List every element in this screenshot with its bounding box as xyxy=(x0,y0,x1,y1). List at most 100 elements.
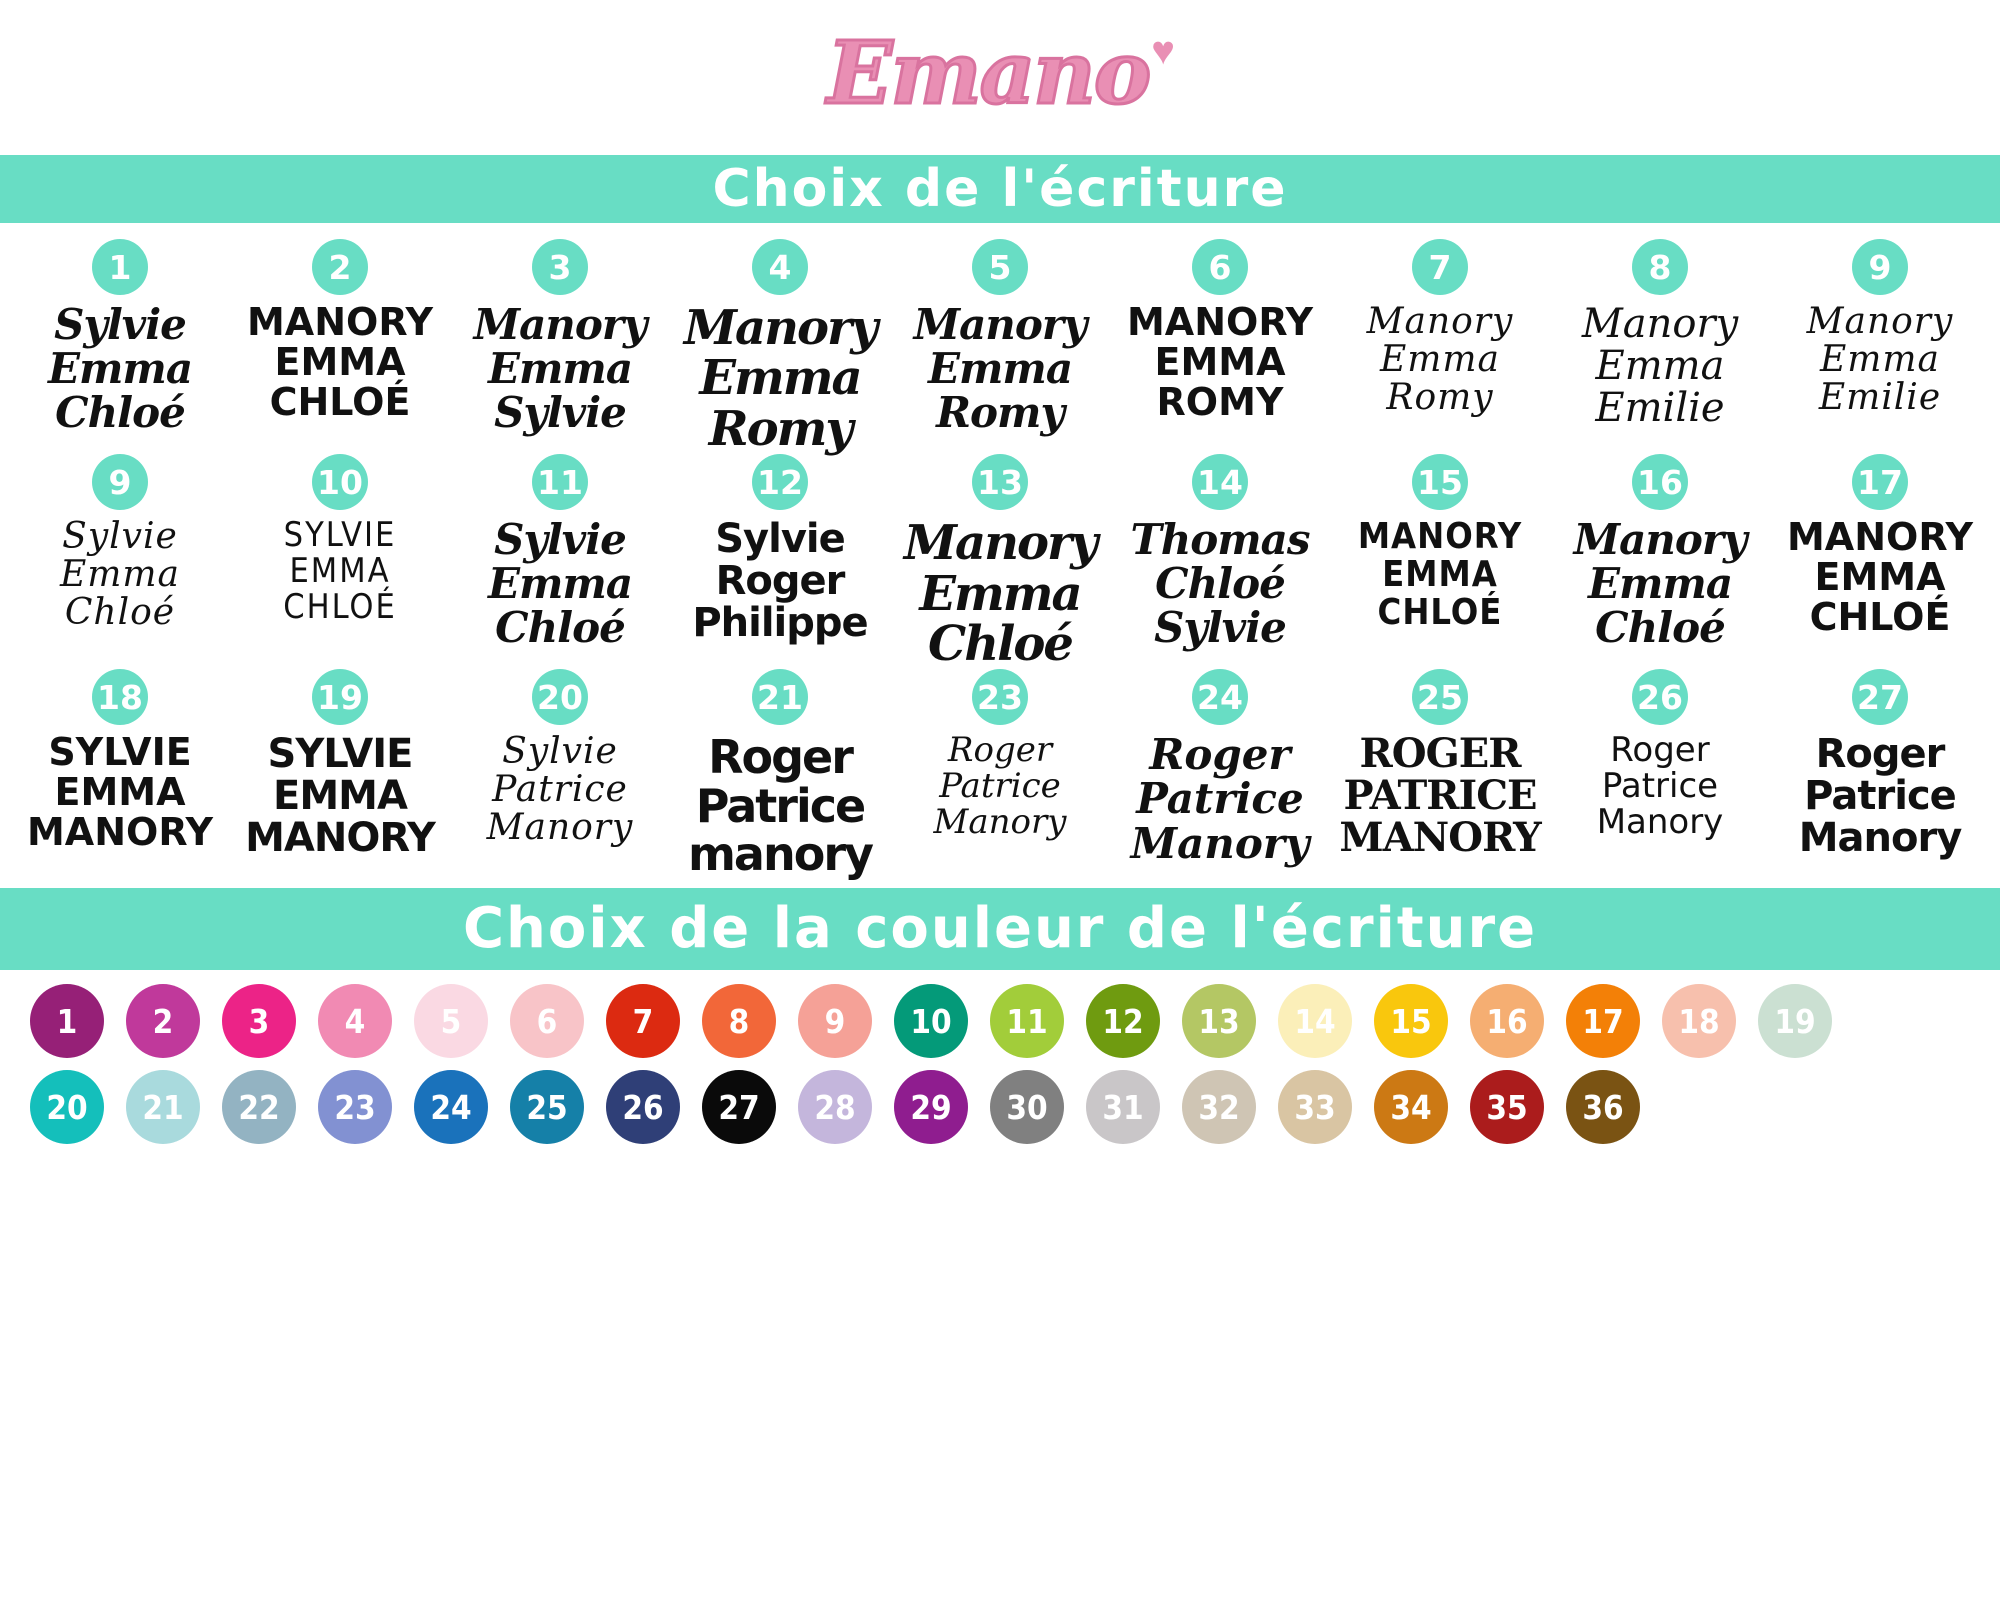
color-swatch-8[interactable]: 8 xyxy=(702,984,776,1059)
font-option-13[interactable]: 13 Manory Emma Chloé xyxy=(890,454,1110,669)
font-option-15[interactable]: 15 MANORY EMMA CHLOÉ xyxy=(1330,454,1550,631)
font-option-25[interactable]: 25 ROGER PATRICE MANORY xyxy=(1330,669,1550,859)
color-swatch-24[interactable]: 24 xyxy=(414,1070,488,1145)
color-swatch-6[interactable]: 6 xyxy=(510,984,584,1059)
font-option-21[interactable]: 21 Roger Patrice manory xyxy=(670,669,890,878)
font-preview-line: Sylvie xyxy=(1154,603,1287,653)
font-option-16[interactable]: 16 Manory Emma Chloé xyxy=(1550,454,1770,650)
font-preview-line: Roger xyxy=(1149,730,1291,780)
color-swatch-1[interactable]: 1 xyxy=(30,984,104,1059)
font-option-preview: Sylvie Roger Philippe xyxy=(692,518,868,644)
color-swatch-27[interactable]: 27 xyxy=(702,1070,776,1145)
font-option-number-badge: 9 xyxy=(92,454,148,511)
font-option-preview: Sylvie Patrice Manory xyxy=(487,733,634,846)
color-swatch-13[interactable]: 13 xyxy=(1182,984,1256,1059)
color-swatch-16[interactable]: 16 xyxy=(1470,984,1544,1059)
font-preview-line: Roger xyxy=(947,730,1053,771)
font-preview-line: Sylvie xyxy=(494,388,627,438)
font-preview-line: Manory xyxy=(473,300,648,349)
font-option-number-badge: 12 xyxy=(752,454,808,511)
font-option-preview: MANORY EMMA CHLOÉ xyxy=(1787,517,1973,638)
font-option-4[interactable]: 4 Manory Emma Romy xyxy=(670,239,890,454)
color-swatch-20[interactable]: 20 xyxy=(30,1070,104,1145)
color-swatch-5[interactable]: 5 xyxy=(414,984,488,1059)
color-swatch-29[interactable]: 29 xyxy=(894,1070,968,1145)
color-swatch-9[interactable]: 9 xyxy=(798,984,872,1059)
color-swatch-4[interactable]: 4 xyxy=(318,984,392,1059)
color-swatch-21[interactable]: 21 xyxy=(126,1070,200,1145)
font-option-12[interactable]: 12 Sylvie Roger Philippe xyxy=(670,454,890,644)
font-option-preview: Roger Patrice Manory xyxy=(1798,731,1963,862)
font-preview-line: Sylvie xyxy=(62,516,178,558)
font-preview-line: Patrice xyxy=(939,766,1061,807)
font-preview-line: EMMA xyxy=(273,773,408,820)
color-swatch-32[interactable]: 32 xyxy=(1182,1070,1256,1145)
font-preview-line: Emilie xyxy=(1818,376,1942,418)
color-swatch-18[interactable]: 18 xyxy=(1662,984,1736,1059)
color-swatch-14[interactable]: 14 xyxy=(1278,984,1352,1059)
color-swatch-12[interactable]: 12 xyxy=(1086,984,1160,1059)
font-option-preview: Sylvie Emma Chloé xyxy=(48,302,193,438)
color-swatch-31[interactable]: 31 xyxy=(1086,1070,1160,1145)
font-option-23[interactable]: 23 Roger Patrice Manory xyxy=(890,669,1110,840)
color-swatch-2[interactable]: 2 xyxy=(126,984,200,1059)
heart-icon: ♥ xyxy=(1151,29,1175,73)
font-option-6[interactable]: 6 MANORY EMMA ROMY xyxy=(1110,239,1330,423)
font-option-preview: MANORY EMMA ROMY xyxy=(1127,302,1313,423)
color-swatch-33[interactable]: 33 xyxy=(1278,1070,1352,1145)
font-option-26[interactable]: 26 Roger Patrice Manory xyxy=(1550,669,1770,840)
font-option-27[interactable]: 27 Roger Patrice Manory xyxy=(1770,669,1990,859)
color-swatch-34[interactable]: 34 xyxy=(1374,1070,1448,1145)
font-preview-line: Roger xyxy=(715,558,846,605)
color-swatch-36[interactable]: 36 xyxy=(1566,1070,1640,1145)
font-preview-line: Emma xyxy=(1595,343,1725,389)
font-preview-line: Roger xyxy=(1815,731,1946,778)
font-option-number-badge: 13 xyxy=(972,454,1028,511)
font-preview-line: Manory xyxy=(1573,515,1748,565)
font-preview-line: Manory xyxy=(1798,815,1963,862)
font-option-17[interactable]: 17 MANORY EMMA CHLOÉ xyxy=(1770,454,1990,638)
font-option-9[interactable]: 9 Sylvie Emma Chloé xyxy=(10,454,230,631)
font-option-8[interactable]: 8 Manory Emma Emilie xyxy=(1550,239,1770,429)
color-swatch-15[interactable]: 15 xyxy=(1374,984,1448,1059)
font-option-5[interactable]: 5 Manory Emma Romy xyxy=(890,239,1110,435)
font-option-14[interactable]: 14 Thomas Chloé Sylvie xyxy=(1110,454,1330,650)
color-swatch-28[interactable]: 28 xyxy=(798,1070,872,1145)
font-option-number-badge: 20 xyxy=(532,669,588,726)
font-option-number-badge: 15 xyxy=(1412,454,1468,511)
font-option-1[interactable]: 1 Sylvie Emma Chloé xyxy=(10,239,230,435)
color-swatch-10[interactable]: 10 xyxy=(894,984,968,1059)
font-option-7[interactable]: 7 Manory Emma Romy xyxy=(1330,239,1550,416)
font-option-10[interactable]: 10 SYLVIE EMMA CHLOÉ xyxy=(230,454,450,625)
font-option-24[interactable]: 24 Roger Patrice Manory xyxy=(1110,669,1330,865)
color-swatch-3[interactable]: 3 xyxy=(222,984,296,1059)
color-swatch-17[interactable]: 17 xyxy=(1566,984,1640,1059)
font-option-18[interactable]: 18 SYLVIE EMMA MANORY xyxy=(10,669,230,853)
font-preview-line: Chloé xyxy=(55,388,186,438)
font-preview-line: MANORY xyxy=(26,810,214,855)
color-swatch-26[interactable]: 26 xyxy=(606,1070,680,1145)
font-option-20[interactable]: 20 Sylvie Patrice Manory xyxy=(450,669,670,846)
colors-section-title: Choix de la couleur de l'écriture xyxy=(462,896,1538,962)
color-swatch-25[interactable]: 25 xyxy=(510,1070,584,1145)
font-preview-line: Romy xyxy=(936,388,1065,438)
color-swatch-19[interactable]: 19 xyxy=(1758,984,1832,1059)
font-option-3[interactable]: 3 Manory Emma Sylvie xyxy=(450,239,670,435)
font-preview-line: Manory xyxy=(1806,301,1954,342)
color-swatch-22[interactable]: 22 xyxy=(222,1070,296,1145)
color-swatch-11[interactable]: 11 xyxy=(990,984,1064,1059)
font-option-number-badge: 24 xyxy=(1192,669,1248,726)
font-option-number-badge: 16 xyxy=(1632,454,1688,511)
font-option-19[interactable]: 19 SYLVIE EMMA MANORY xyxy=(230,669,450,859)
font-preview-line: Sylvie xyxy=(494,515,627,565)
font-option-2[interactable]: 2 MANORY EMMA CHLOÉ xyxy=(230,239,450,423)
color-swatch-7[interactable]: 7 xyxy=(606,984,680,1059)
font-option-preview: Roger Patrice Manory xyxy=(1131,733,1310,865)
font-option-9[interactable]: 9 Manory Emma Emilie xyxy=(1770,239,1990,416)
color-swatch-35[interactable]: 35 xyxy=(1470,1070,1544,1145)
font-preview-line: Emilie xyxy=(1595,385,1725,431)
color-swatch-23[interactable]: 23 xyxy=(318,1070,392,1145)
font-option-11[interactable]: 11 Sylvie Emma Chloé xyxy=(450,454,670,650)
font-preview-line: Emma xyxy=(1587,559,1733,609)
color-swatch-30[interactable]: 30 xyxy=(990,1070,1064,1145)
